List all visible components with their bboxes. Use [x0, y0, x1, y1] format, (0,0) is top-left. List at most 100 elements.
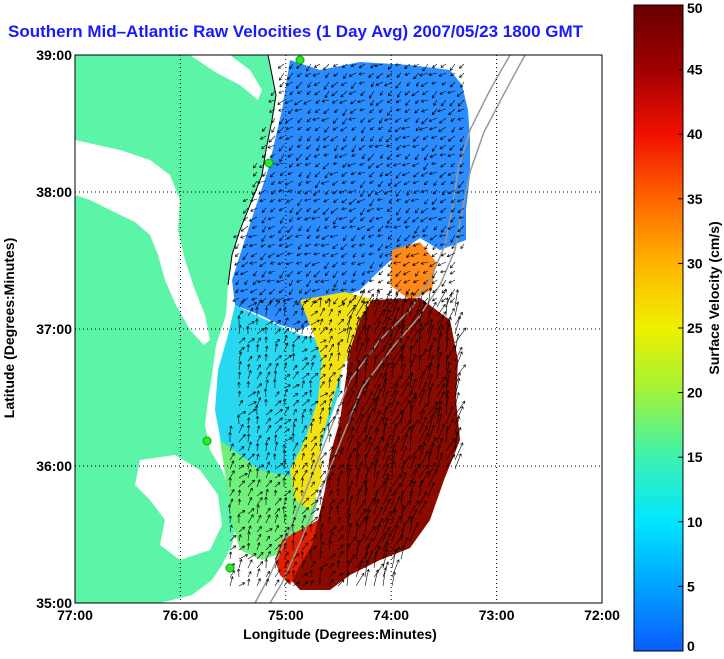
velocity-arrow — [379, 252, 384, 259]
velocity-arrow — [324, 216, 330, 221]
velocity-arrow — [369, 126, 375, 131]
velocity-arrow — [404, 225, 411, 229]
velocity-arrow — [418, 470, 430, 488]
velocity-arrow — [391, 307, 400, 326]
velocity-arrow — [277, 261, 285, 266]
velocity-arrow — [301, 542, 309, 551]
velocity-arrow — [306, 225, 312, 232]
velocity-arrow — [352, 135, 357, 141]
velocity-arrow — [238, 300, 244, 308]
velocity-arrow — [274, 400, 282, 407]
velocity-arrow — [396, 144, 402, 151]
velocity-arrow — [332, 117, 339, 124]
velocity-arrow — [261, 207, 267, 213]
velocity-arrow — [445, 345, 456, 362]
velocity-arrow — [387, 216, 393, 224]
velocity-arrow — [346, 447, 357, 461]
velocity-arrow — [286, 261, 294, 266]
velocity-arrow — [274, 544, 282, 551]
velocity-arrow — [283, 497, 288, 506]
velocity-arrow — [274, 434, 278, 443]
velocity-arrow — [395, 99, 402, 103]
velocity-arrow — [403, 180, 411, 186]
velocity-arrow — [301, 532, 307, 542]
velocity-arrow — [287, 225, 294, 233]
velocity-arrow — [314, 63, 321, 68]
velocity-arrow — [265, 507, 271, 515]
velocity-arrow — [269, 234, 276, 238]
velocity-arrow — [382, 292, 390, 308]
velocity-arrow — [404, 108, 411, 113]
velocity-arrow — [340, 126, 348, 132]
velocity-arrow — [400, 471, 407, 488]
velocity-arrow — [445, 337, 450, 353]
velocity-arrow — [329, 234, 339, 239]
velocity-arrow — [436, 346, 441, 362]
velocity-arrow — [355, 336, 361, 353]
velocity-arrow — [400, 299, 407, 317]
velocity-arrow — [411, 234, 420, 239]
velocity-arrow — [400, 460, 406, 479]
velocity-arrow — [328, 526, 337, 533]
velocity-arrow — [351, 234, 357, 242]
velocity-arrow — [440, 225, 447, 233]
colorbar-tick-label: 50 — [687, 0, 703, 16]
velocity-arrow — [274, 417, 283, 425]
velocity-arrow — [373, 373, 383, 389]
velocity-arrow — [323, 144, 330, 149]
velocity-arrow — [247, 338, 255, 344]
velocity-arrow — [415, 117, 420, 123]
velocity-arrow — [292, 553, 300, 560]
velocity-arrow — [274, 308, 282, 317]
velocity-arrow — [368, 278, 375, 283]
velocity-arrow — [396, 207, 402, 216]
velocity-arrow — [422, 225, 429, 233]
velocity-arrow — [438, 72, 447, 77]
velocity-arrow — [334, 153, 339, 159]
velocity-arrow — [319, 326, 328, 335]
velocity-arrow — [449, 144, 456, 151]
velocity-arrow — [348, 198, 357, 205]
colorbar-tick-label: 35 — [687, 191, 703, 207]
velocity-arrow — [431, 206, 438, 211]
velocity-arrow — [238, 337, 246, 344]
velocity-arrow — [355, 441, 361, 461]
velocity-arrow — [436, 406, 442, 425]
velocity-arrow — [373, 569, 380, 587]
velocity-arrow — [352, 252, 357, 258]
velocity-arrow — [366, 225, 375, 231]
velocity-arrow — [400, 319, 405, 335]
velocity-arrow — [340, 81, 348, 86]
velocity-arrow — [387, 153, 393, 160]
velocity-arrow — [279, 234, 285, 242]
velocity-arrow — [256, 425, 261, 434]
velocity-arrow — [375, 99, 384, 106]
velocity-arrow — [395, 252, 402, 258]
velocity-arrow — [313, 252, 321, 256]
velocity-arrow — [310, 436, 317, 443]
velocity-arrow — [409, 392, 417, 407]
velocity-arrow — [261, 216, 267, 224]
velocity-arrow — [346, 513, 352, 533]
velocity-arrow — [321, 180, 330, 185]
x-tick-label: 74:00 — [373, 607, 409, 623]
velocity-arrow — [361, 234, 366, 240]
velocity-arrow — [267, 225, 276, 230]
velocity-arrow — [328, 553, 337, 560]
y-tick-label: 36:00 — [36, 458, 72, 474]
velocity-arrow — [296, 216, 303, 220]
velocity-arrow — [268, 270, 276, 274]
velocity-arrow — [264, 558, 268, 569]
velocity-arrow — [400, 446, 408, 461]
velocity-arrow — [328, 372, 336, 380]
velocity-arrow — [255, 468, 260, 479]
velocity-arrow — [265, 528, 273, 533]
velocity-arrow — [305, 180, 312, 184]
velocity-arrow — [450, 261, 456, 269]
velocity-arrow — [351, 261, 357, 265]
velocity-arrow — [274, 473, 281, 479]
velocity-arrow — [313, 198, 321, 202]
velocity-arrow — [309, 549, 313, 560]
velocity-arrow — [274, 441, 279, 452]
velocity-arrow — [337, 318, 345, 326]
